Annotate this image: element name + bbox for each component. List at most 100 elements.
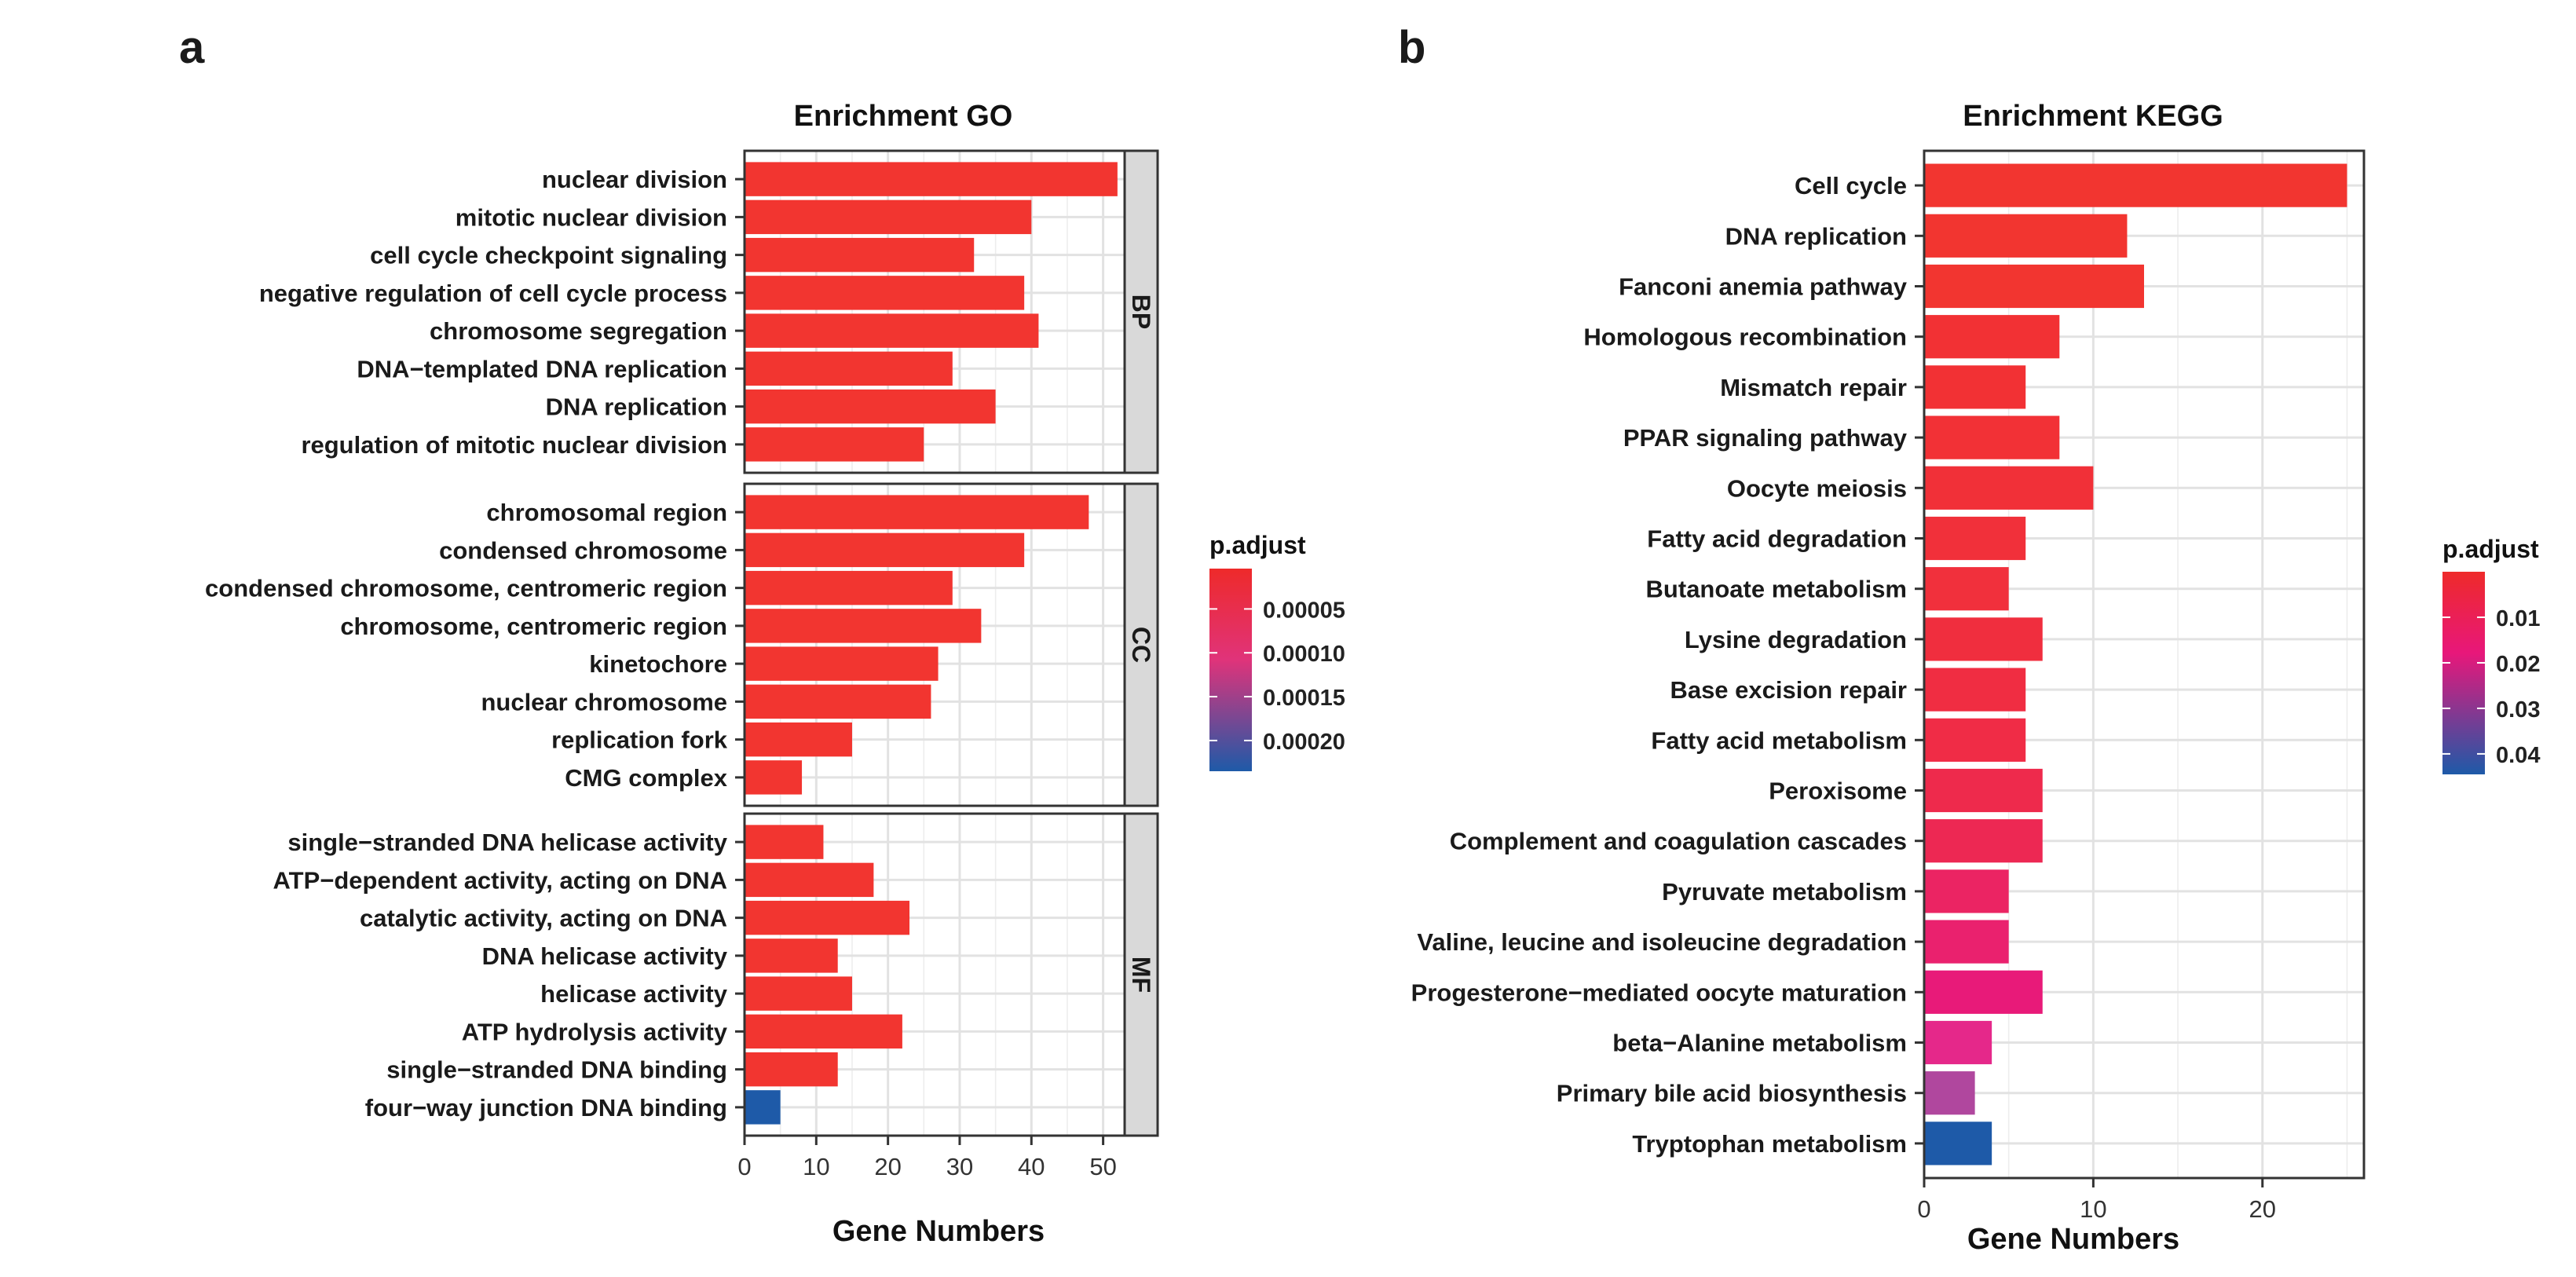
kegg-category-label: Butanoate metabolism (1646, 576, 1907, 603)
kegg-bar (1924, 315, 2060, 359)
kegg-bar (1924, 920, 2009, 964)
go-bar (745, 570, 953, 606)
go-strip-label: MF (1127, 957, 1155, 993)
kegg-category-label: Fanconi anemia pathway (1619, 273, 1908, 301)
kegg-bar (1924, 617, 2043, 661)
kegg-category-label: Cell cycle (1795, 172, 1907, 199)
go-chart: Enrichment GO nuclear division mitotic nu… (205, 100, 1345, 1248)
go-x-tick-label: 0 (737, 1153, 751, 1180)
go-bar (745, 389, 996, 424)
kegg-category-label: Valine, leucine and isoleucine degradati… (1417, 928, 1907, 956)
go-strip (1123, 812, 1159, 1137)
kegg-legend-colorbar (2442, 572, 2485, 774)
kegg-bar (1924, 819, 2043, 863)
go-category-label: single−stranded DNA helicase activity (287, 829, 727, 856)
kegg-category-label: Fatty acid degradation (1647, 525, 1907, 553)
go-category-label: chromosome segregation (430, 317, 727, 345)
kegg-bar (1924, 163, 2347, 207)
go-category-label: DNA helicase activity (482, 942, 728, 970)
kegg-category-label: Mismatch repair (1720, 374, 1907, 401)
kegg-bar (1924, 718, 2026, 762)
go-category-label: mitotic nuclear division (456, 203, 727, 231)
kegg-x-tick-label: 0 (1917, 1195, 1930, 1223)
kegg-bar (1924, 567, 2009, 611)
go-legend-tick-label: 0.00015 (1263, 686, 1345, 711)
kegg-bar (1924, 1020, 1992, 1065)
go-bar (745, 760, 803, 795)
go-category-label: regulation of mitotic nuclear division (301, 431, 727, 459)
go-bar (745, 1014, 902, 1049)
kegg-category-label: Homologous recombination (1583, 324, 1907, 351)
kegg-bar (1924, 466, 2094, 510)
go-facet-mf: single−stranded DNA helicase activity ATP… (273, 812, 1159, 1137)
kegg-x-tick-label: 10 (2080, 1195, 2106, 1223)
kegg-x-tick-label: 20 (2249, 1195, 2276, 1223)
go-legend-tick-label: 0.00020 (1263, 730, 1345, 755)
go-x-axis-title: Gene Numbers (832, 1215, 1045, 1248)
kegg-category-label: Primary bile acid biosynthesis (1557, 1080, 1907, 1107)
go-bar (745, 722, 852, 757)
go-category-label: kinetochore (589, 650, 727, 678)
go-category-label: ATP−dependent activity, acting on DNA (273, 866, 727, 894)
kegg-category-label: PPAR signaling pathway (1623, 424, 1908, 452)
kegg-chart: Enrichment KEGG Cell cycle DNA replicatio… (1411, 100, 2541, 1256)
go-bar (745, 609, 982, 643)
kegg-category-label: Base excision repair (1670, 676, 1907, 704)
kegg-bar (1924, 365, 2026, 409)
go-bar (745, 1052, 838, 1087)
go-bar (745, 862, 874, 898)
go-category-label: replication fork (551, 726, 728, 754)
kegg-category-label: DNA replication (1725, 222, 1907, 250)
kegg-bar (1924, 668, 2026, 712)
go-category-label: DNA−templated DNA replication (357, 355, 727, 382)
kegg-category-label: Pyruvate metabolism (1662, 878, 1907, 906)
kegg-category-label: Lysine degradation (1685, 626, 1907, 653)
go-bar (745, 351, 953, 386)
kegg-bar (1924, 1121, 1992, 1165)
go-category-label: CMG complex (565, 764, 727, 792)
go-bar (745, 646, 939, 681)
go-category-label: ATP hydrolysis activity (462, 1018, 728, 1045)
go-x-tick-label: 30 (946, 1153, 973, 1180)
kegg-bar (1924, 768, 2043, 813)
kegg-category-label: Tryptophan metabolism (1632, 1130, 1907, 1158)
go-category-label: nuclear division (542, 166, 727, 193)
kegg-legend-title: p.adjust (2442, 535, 2539, 563)
go-chart-title: Enrichment GO (794, 100, 1013, 133)
kegg-category-label: Oocyte meiosis (1727, 474, 1907, 502)
go-x-tick-label: 40 (1018, 1153, 1045, 1180)
go-category-label: nuclear chromosome (481, 688, 727, 715)
go-bar (745, 532, 1025, 568)
go-category-label: single−stranded DNA binding (386, 1056, 727, 1084)
kegg-x-axis-title: Gene Numbers (1967, 1223, 2179, 1256)
go-x-tick-label: 10 (803, 1153, 829, 1180)
go-legend-colorbar (1209, 569, 1252, 771)
kegg-legend-tick-label: 0.01 (2496, 606, 2540, 631)
go-bar (745, 313, 1039, 348)
panel-letter-a: a (179, 22, 205, 73)
go-category-label: cell cycle checkpoint signaling (370, 242, 727, 269)
kegg-category-label: beta−Alanine metabolism (1612, 1030, 1907, 1057)
kegg-bar (1924, 415, 2060, 459)
kegg-legend-tick-label: 0.03 (2496, 697, 2540, 723)
go-bar (745, 199, 1032, 235)
go-strip (1123, 482, 1159, 807)
go-legend-title: p.adjust (1209, 531, 1306, 559)
go-bar (745, 276, 1025, 310)
go-category-label: chromosomal region (486, 499, 727, 526)
go-strip (1123, 149, 1159, 474)
go-legend-tick-label: 0.00005 (1263, 598, 1345, 623)
go-bar (745, 237, 975, 273)
kegg-bar (1924, 1071, 1975, 1115)
go-category-label: negative regulation of cell cycle proces… (259, 280, 727, 307)
kegg-plot-border (1923, 149, 2366, 1180)
kegg-category-label: Peroxisome (1769, 778, 1907, 805)
go-category-label: helicase activity (540, 980, 728, 1008)
go-bar (745, 939, 838, 973)
go-bar (745, 825, 824, 859)
go-bar (745, 1090, 781, 1125)
go-category-label: condensed chromosome, centromeric region (205, 575, 727, 602)
go-category-label: catalytic activity, acting on DNA (360, 905, 727, 932)
go-bar (745, 427, 924, 462)
